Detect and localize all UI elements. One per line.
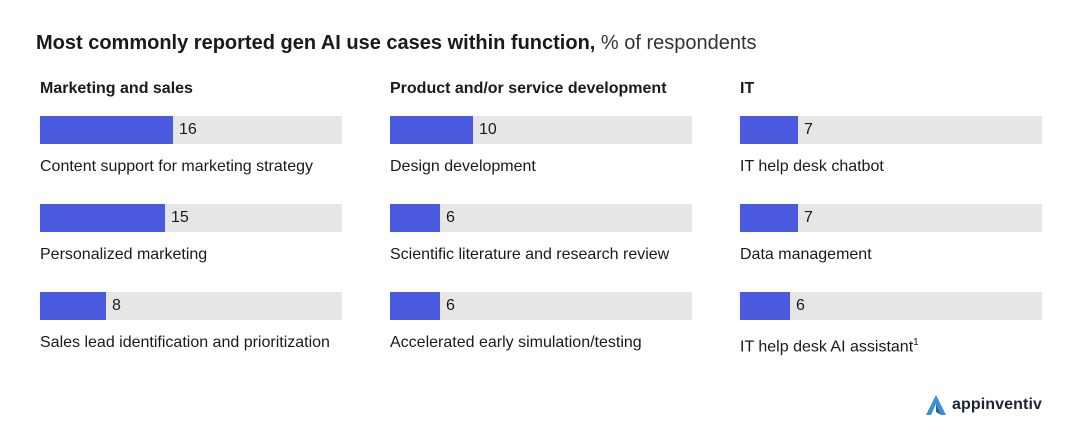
- chart-title-main: Most commonly reported gen AI use cases …: [36, 32, 596, 54]
- chart-title-unit: % of respondents: [600, 32, 757, 54]
- bar-track: [40, 116, 342, 144]
- data-label: 6: [796, 297, 805, 314]
- data-label: 6: [446, 297, 455, 314]
- data-label: 15: [171, 209, 189, 226]
- panel-0: Marketing and sales 16 Content support for…: [40, 78, 345, 351]
- panel-2: IT 7 IT help desk chatbot 7 Data management 6…: [740, 78, 1045, 355]
- bar: [390, 116, 473, 144]
- bar: [740, 204, 798, 232]
- category-label-text: Scientific literature and research revie…: [390, 246, 670, 263]
- data-label: 16: [179, 121, 197, 138]
- bar-track: [40, 204, 342, 232]
- bar: [390, 292, 440, 320]
- brand-name: appinventiv: [951, 396, 1042, 413]
- brand-logo: appinventiv: [924, 392, 1042, 418]
- category-label: Data management: [740, 244, 872, 266]
- panel-title: Product and/or service development: [390, 80, 667, 97]
- category-label: Personalized marketing: [40, 244, 207, 266]
- bar-track: [390, 204, 692, 232]
- appinventiv-logo-icon: [925, 395, 946, 415]
- category-label: IT help desk AI assistant1: [740, 332, 919, 358]
- bar-track: [740, 292, 1042, 320]
- bar: [390, 204, 440, 232]
- category-label-text: Design development: [390, 158, 536, 175]
- panel-title: Marketing and sales: [40, 80, 193, 97]
- panel-title: IT: [740, 80, 755, 97]
- data-label: 7: [804, 121, 813, 138]
- data-label: 7: [804, 209, 813, 226]
- bar-track: [740, 116, 1042, 144]
- data-label: 8: [112, 297, 121, 314]
- category-label: Accelerated early simulation/testing: [390, 332, 642, 354]
- bar: [40, 116, 173, 144]
- bar: [740, 116, 798, 144]
- panel-1: Product and/or service development 10 Desi…: [390, 78, 695, 351]
- chart-title: Most commonly reported gen AI use cases …: [36, 30, 757, 56]
- bar: [740, 292, 790, 320]
- category-label: Design development: [390, 156, 536, 178]
- category-label: Sales lead identification and prioritiza…: [40, 332, 330, 354]
- bar-track: [740, 204, 1042, 232]
- category-label-text: Sales lead identification and prioritiza…: [40, 334, 330, 351]
- category-label-text: Content support for marketing strategy: [40, 158, 314, 175]
- data-label: 10: [479, 121, 497, 138]
- bar-track: [390, 292, 692, 320]
- category-label: Scientific literature and research revie…: [390, 244, 669, 266]
- category-label-text: Data management: [740, 246, 872, 263]
- bar-track: [390, 116, 692, 144]
- bar: [40, 204, 165, 232]
- category-label-text: IT help desk AI assistant: [740, 338, 914, 356]
- data-label: 6: [446, 209, 455, 226]
- category-label: IT help desk chatbot: [740, 156, 884, 178]
- category-label-text: Personalized marketing: [40, 246, 208, 263]
- footnote-marker: 1: [913, 337, 919, 348]
- bar: [40, 292, 106, 320]
- category-label-text: Accelerated early simulation/testing: [390, 334, 642, 351]
- bar-track: [40, 292, 342, 320]
- category-label-text: IT help desk chatbot: [740, 158, 884, 175]
- category-label: Content support for marketing strategy: [40, 156, 313, 178]
